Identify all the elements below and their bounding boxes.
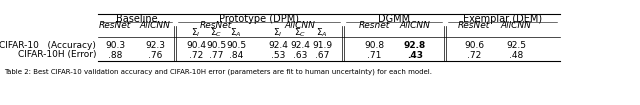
Text: .77: .77 [209,51,223,60]
Text: 91.9: 91.9 [312,41,332,49]
Text: .71: .71 [367,51,381,60]
Text: AllCNN: AllCNN [399,22,431,30]
Text: 90.4: 90.4 [186,41,206,49]
Text: 92.4: 92.4 [290,41,310,49]
Text: $\Sigma_C$: $\Sigma_C$ [210,27,222,39]
Text: DGMM: DGMM [378,14,410,24]
Text: $\Sigma_I$: $\Sigma_I$ [273,27,283,39]
Text: .76: .76 [148,51,162,60]
Text: CIFAR-10H (Error): CIFAR-10H (Error) [17,51,96,60]
Text: ResNet: ResNet [200,22,232,30]
Text: .72: .72 [189,51,203,60]
Text: CIFAR-10   (Accuracy): CIFAR-10 (Accuracy) [0,41,96,49]
Text: $\Sigma_I$: $\Sigma_I$ [191,27,201,39]
Text: Prototype (DPM): Prototype (DPM) [219,14,299,24]
Text: .63: .63 [293,51,307,60]
Text: .72: .72 [467,51,481,60]
Text: 92.3: 92.3 [145,41,165,49]
Text: 90.3: 90.3 [105,41,125,49]
Text: Resnet: Resnet [358,22,390,30]
Text: 92.5: 92.5 [506,41,526,49]
Text: .53: .53 [271,51,285,60]
Text: 90.8: 90.8 [364,41,384,49]
Text: Exemplar (DEM): Exemplar (DEM) [463,14,542,24]
Text: ResNet: ResNet [99,22,131,30]
Text: .43: .43 [407,51,423,60]
Text: AllCNN: AllCNN [500,22,531,30]
Text: 90.5: 90.5 [206,41,226,49]
Text: 92.4: 92.4 [268,41,288,49]
Text: 90.6: 90.6 [464,41,484,49]
Text: .84: .84 [229,51,243,60]
Text: AllCNN: AllCNN [285,22,316,30]
Text: ResNet: ResNet [458,22,490,30]
Text: AllCNN: AllCNN [140,22,170,30]
Text: .48: .48 [509,51,523,60]
Text: $\Sigma_A$: $\Sigma_A$ [230,27,242,39]
Text: 90.5: 90.5 [226,41,246,49]
Text: Baseline: Baseline [116,14,157,24]
Text: Table 2: Best CIFAR-10 validation accuracy and CIFAR-10H error (parameters are f: Table 2: Best CIFAR-10 validation accura… [4,69,432,75]
Text: .67: .67 [315,51,329,60]
Text: $\Sigma_C$: $\Sigma_C$ [294,27,306,39]
Text: $\Sigma_A$: $\Sigma_A$ [316,27,328,39]
Text: .88: .88 [108,51,122,60]
Text: 92.8: 92.8 [404,41,426,49]
